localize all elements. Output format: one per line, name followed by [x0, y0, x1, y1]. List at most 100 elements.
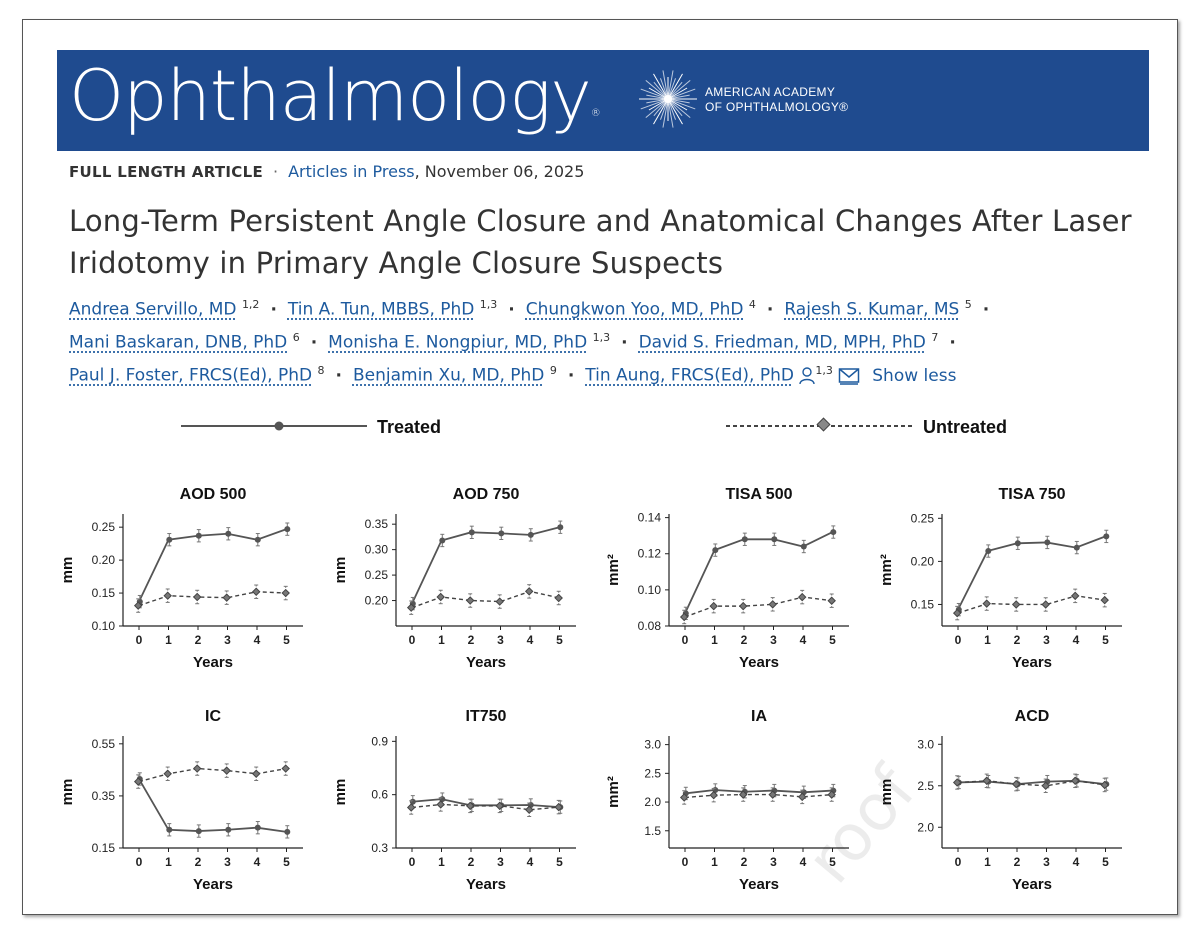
- data-point: [439, 537, 446, 544]
- data-point: [251, 769, 261, 779]
- author-link[interactable]: Paul J. Foster, FRCS(Ed), PhD: [69, 365, 313, 386]
- data-point: [709, 601, 718, 611]
- x-axis-label: Years: [1012, 876, 1052, 893]
- data-point: [495, 801, 504, 811]
- x-axis-label: Years: [193, 654, 233, 671]
- author-link[interactable]: Rajesh S. Kumar, MS: [784, 299, 960, 320]
- series-treated: [682, 783, 837, 801]
- x-tick-label: 1: [165, 855, 172, 869]
- series-untreated: [406, 797, 563, 817]
- series-line: [957, 595, 1106, 614]
- y-axis-label: mm: [59, 779, 76, 806]
- data-point: [254, 824, 261, 831]
- data-point: [738, 790, 748, 799]
- author-link[interactable]: Tin A. Tun, MBBS, PhD: [287, 299, 475, 320]
- x-axis-label: Years: [466, 654, 506, 671]
- data-point: [771, 536, 778, 543]
- data-point: [465, 801, 475, 811]
- chart-ic: IC 0.15 0.35 0.55 0 1 2 3 4 5 Years mm: [59, 708, 303, 893]
- data-point: [284, 526, 291, 533]
- series-treated: [682, 525, 837, 621]
- x-tick-label: 4: [254, 855, 261, 869]
- author-link[interactable]: Benjamin Xu, MD, PhD: [352, 365, 545, 386]
- y-tick-label: 0.10: [92, 619, 116, 633]
- data-point: [222, 766, 231, 775]
- author-list-line-1: Andrea Servillo, MD 1,2 · Tin A. Tun, MBBS…: [69, 298, 990, 320]
- series-line: [684, 793, 833, 799]
- data-point: [195, 532, 202, 539]
- y-axis-label: mm: [332, 557, 349, 584]
- author-list-line-3: Paul J. Foster, FRCS(Ed), PhD 8 · Benjamin…: [69, 364, 957, 386]
- author-link[interactable]: Mani Baskaran, DNB, PhD: [69, 332, 288, 353]
- data-point: [465, 596, 475, 605]
- articles-in-press-link[interactable]: Articles in Press: [288, 162, 415, 181]
- x-tick-label: 3: [1043, 633, 1050, 647]
- y-tick-label: 1.5: [644, 824, 661, 838]
- registered-mark: ®: [590, 108, 601, 119]
- data-point: [524, 805, 534, 815]
- data-point: [1044, 539, 1051, 546]
- figure-panels: Treated Untreated AOD 500 0.10 0.15 0.20 0.2…: [59, 417, 1122, 893]
- data-point: [1073, 544, 1080, 551]
- y-tick-label: 3.0: [917, 737, 934, 751]
- y-tick-label: 0.20: [911, 554, 935, 568]
- x-tick-label: 1: [984, 633, 991, 647]
- email-icon[interactable]: [838, 367, 860, 385]
- legend-treated-label: Treated: [377, 417, 441, 437]
- y-tick-label: 0.20: [365, 594, 389, 608]
- series-treated: [409, 520, 564, 611]
- data-point: [709, 790, 718, 800]
- x-tick-label: 4: [527, 855, 534, 869]
- chart-title: IA: [751, 708, 767, 725]
- data-point: [527, 531, 534, 538]
- x-tick-label: 1: [438, 855, 445, 869]
- series-untreated: [952, 773, 1109, 793]
- chart-tisa-750: TISA 750 0.15 0.20 0.25 0 1 2 3 4 5 Years mm²: [878, 486, 1122, 671]
- series-line: [684, 531, 833, 614]
- data-point: [225, 826, 232, 833]
- x-tick-label: 5: [556, 633, 563, 647]
- data-point: [982, 599, 991, 608]
- data-point: [195, 828, 202, 835]
- data-point: [800, 543, 807, 550]
- x-tick-label: 0: [682, 633, 689, 647]
- data-point: [1100, 780, 1109, 790]
- x-tick-label: 1: [165, 633, 172, 647]
- series-line: [411, 526, 560, 604]
- author-link[interactable]: Chungkwon Yoo, MD, PhD: [525, 299, 744, 320]
- data-point: [1070, 591, 1080, 601]
- x-tick-label: 3: [1043, 855, 1050, 869]
- show-less-link[interactable]: Show less: [872, 365, 957, 386]
- x-tick-label: 1: [984, 855, 991, 869]
- series-treated: [409, 792, 564, 814]
- author-link[interactable]: David S. Friedman, MD, MPH, PhD: [638, 332, 926, 353]
- y-tick-label: 0.15: [92, 586, 116, 600]
- y-tick-label: 0.15: [92, 841, 116, 855]
- x-tick-label: 1: [711, 855, 718, 869]
- y-tick-label: 0.25: [911, 511, 935, 525]
- x-tick-label: 3: [224, 855, 231, 869]
- data-point: [738, 601, 748, 611]
- x-tick-label: 5: [283, 855, 290, 869]
- author-link[interactable]: Monisha E. Nongpiur, MD, PhD: [328, 332, 588, 353]
- journal-logo[interactable]: Ophthalmology®: [69, 56, 601, 136]
- data-point: [281, 588, 290, 598]
- data-point: [952, 608, 962, 618]
- author-link[interactable]: Andrea Servillo, MD: [69, 299, 237, 320]
- data-point: [768, 600, 777, 609]
- chart-acd: ACD 2.0 2.5 3.0 0 1 2 3 4 5 Years mm: [878, 708, 1122, 893]
- chart-title: ACD: [1015, 708, 1050, 725]
- aao-starburst-icon: [639, 70, 697, 128]
- x-axis-label: Years: [466, 876, 506, 893]
- figure-legend: Treated Untreated: [181, 417, 1007, 437]
- author-link[interactable]: Tin Aung, FRCS(Ed), PhD: [585, 365, 794, 386]
- data-point: [166, 826, 173, 833]
- y-tick-label: 2.5: [917, 779, 934, 793]
- data-point: [554, 802, 563, 812]
- data-point: [679, 793, 689, 802]
- y-tick-label: 3.0: [644, 738, 661, 752]
- x-tick-label: 4: [1073, 855, 1080, 869]
- y-tick-label: 0.35: [92, 789, 116, 803]
- y-tick-label: 0.15: [911, 597, 935, 611]
- chart-title: AOD 500: [180, 486, 247, 503]
